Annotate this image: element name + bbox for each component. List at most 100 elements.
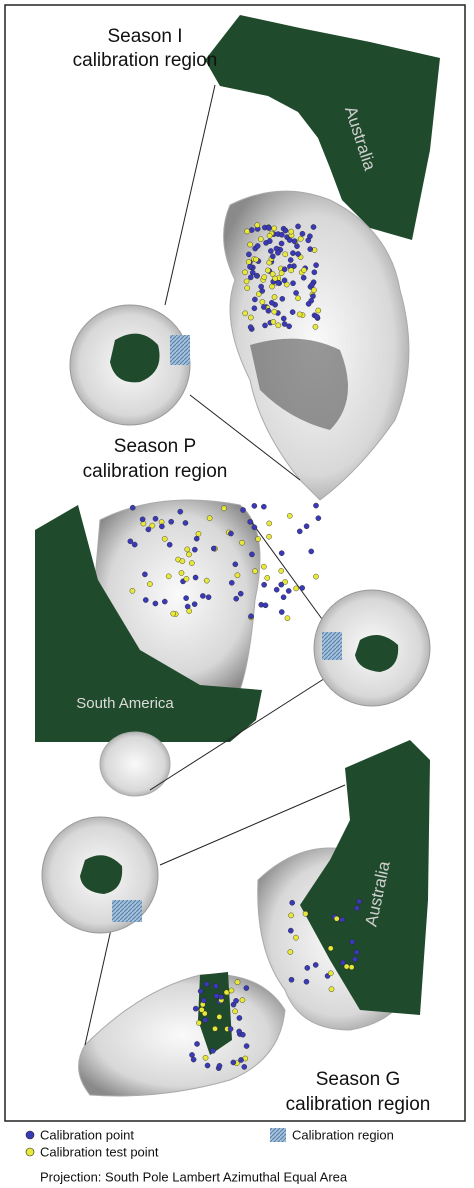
calibration-test-point: [244, 228, 250, 235]
calibration-test-point: [232, 1008, 238, 1015]
calibration-point: [183, 595, 189, 601]
calibration-test-point: [269, 271, 276, 277]
calibration-point: [282, 227, 289, 234]
calibration-point: [279, 231, 285, 238]
calibration-point: [266, 225, 272, 231]
calibration-test-point: [271, 308, 278, 315]
calibration-point: [243, 985, 250, 991]
calibration-point: [288, 976, 295, 983]
calibration-point: [289, 309, 296, 315]
panel-title: Season P: [114, 436, 196, 457]
calibration-point: [314, 314, 320, 320]
calibration-test-point: [234, 979, 241, 986]
calibration-test-point: [178, 570, 185, 576]
calibration-test-point: [278, 568, 285, 574]
calibration-point: [192, 546, 198, 553]
calibration-point: [261, 503, 267, 510]
calibration-test-point: [343, 963, 350, 970]
calibration-point: [203, 981, 210, 987]
calibration-test-point: [348, 964, 355, 971]
calibration-point: [192, 1005, 199, 1012]
continent-shape: [205, 15, 440, 240]
calibration-point: [303, 523, 310, 530]
calibration-test-point: [254, 222, 261, 228]
calibration-point: [273, 586, 280, 593]
calibration-point: [142, 597, 149, 603]
calibration-test-point: [264, 575, 271, 581]
calibration-point: [204, 1062, 211, 1069]
calibration-point: [295, 223, 301, 230]
calibration-point: [289, 899, 295, 906]
calibration-point: [266, 238, 273, 244]
calibration-test-point: [272, 275, 278, 282]
legend-label: Calibration test point: [40, 1144, 159, 1159]
calibration-test-point: [265, 267, 271, 274]
calibration-point: [131, 541, 138, 548]
connector: [149, 674, 331, 791]
calibration-point: [236, 1015, 243, 1021]
calibration-point: [281, 266, 288, 273]
calibration-point: [268, 299, 275, 306]
calibration-point: [200, 593, 206, 599]
calibration-test-point: [282, 251, 289, 258]
calibration-point: [210, 545, 217, 552]
antarctica: [80, 855, 123, 894]
calibration-point: [213, 993, 220, 999]
calibration-point: [293, 290, 299, 296]
panel-title: Season G: [316, 1069, 401, 1090]
calibration-point: [261, 581, 267, 588]
calibration-point: [248, 227, 255, 233]
calibration-test-point: [293, 934, 299, 941]
calibration-test-point: [216, 1014, 223, 1020]
calibration-test-point: [195, 531, 202, 537]
continent-shape: [35, 505, 262, 742]
calibration-point: [303, 978, 310, 985]
calibration-test-point: [242, 310, 249, 317]
calibration-test-point: [266, 232, 273, 239]
calibration-test-point: [328, 986, 335, 993]
calibration-point: [237, 590, 244, 597]
landmass: [198, 972, 232, 1055]
calibration-point: [190, 1056, 197, 1063]
calibration-point: [308, 548, 315, 555]
calibration-point: [311, 269, 318, 276]
calibration-point: [280, 594, 287, 601]
calibration-test-point: [149, 522, 156, 529]
calibration-test-point: [223, 989, 230, 996]
calibration-point: [251, 524, 258, 531]
calibration-test-point: [129, 588, 136, 594]
calibration-point: [286, 237, 293, 243]
calibration-point: [315, 515, 322, 521]
calibration-point: [227, 1026, 234, 1032]
calibration-point: [212, 983, 219, 989]
inset-region: [112, 900, 142, 922]
calibration-test-point: [270, 319, 277, 325]
calibration-point: [310, 224, 317, 230]
connector: [159, 784, 346, 866]
calibration-test-point: [327, 945, 334, 952]
calibration-point: [159, 523, 165, 530]
calibration-point: [313, 502, 319, 509]
calibration-test-point: [253, 256, 259, 263]
calibration-test-point: [257, 236, 264, 242]
calibration-test-point: [228, 987, 235, 994]
calibration-point: [261, 304, 267, 310]
calibration-test-point: [203, 577, 210, 584]
calibration-test-point: [284, 615, 291, 622]
calibration-point: [291, 238, 298, 244]
calibration-test-point: [287, 949, 294, 955]
calibration-test-point: [333, 915, 340, 922]
calibration-test-point: [261, 274, 268, 280]
calibration-point: [290, 250, 296, 256]
calibration-point: [294, 243, 300, 249]
calibration-point: [353, 949, 360, 956]
calibration-test-point: [315, 307, 322, 314]
calibration-point: [200, 997, 207, 1004]
calibration-point: [247, 519, 253, 525]
ice-region: [78, 973, 286, 1097]
calibration-point: [258, 283, 264, 290]
calibration-test-point: [288, 267, 294, 274]
shaded-terrain: [250, 338, 348, 430]
calibration-test-point: [261, 563, 267, 570]
calibration-point: [249, 269, 256, 276]
